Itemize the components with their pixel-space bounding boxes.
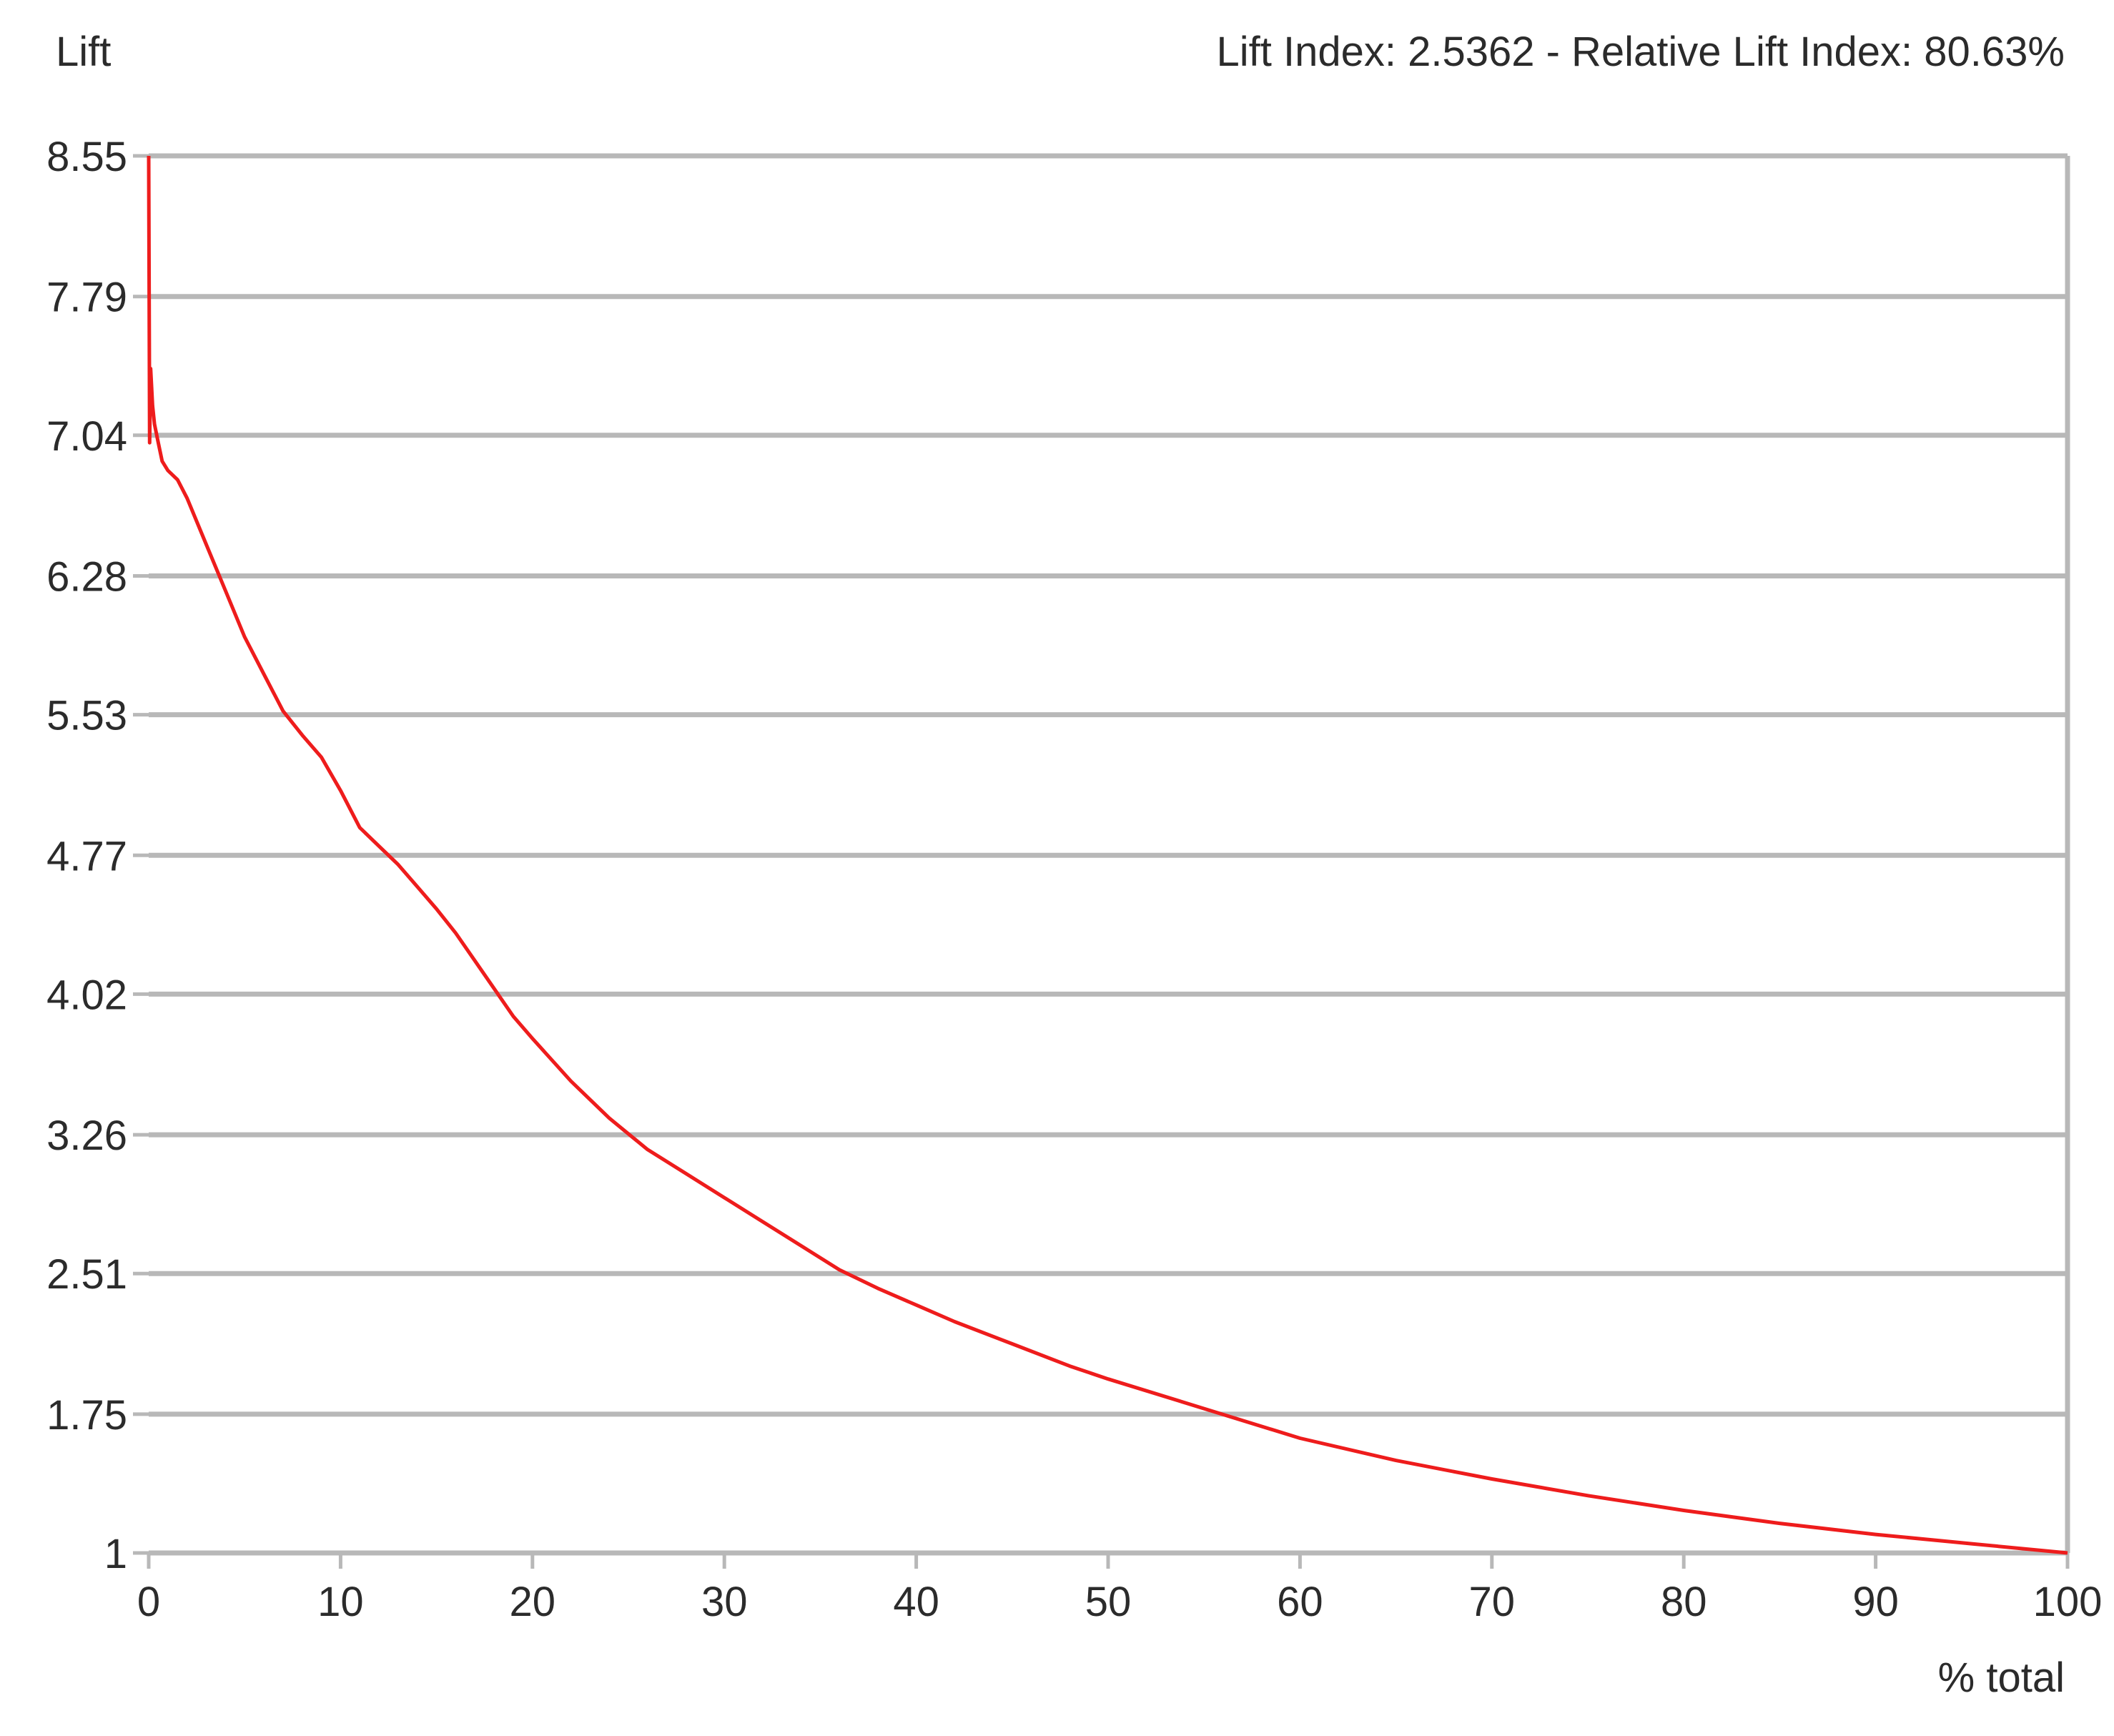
y-tick-label: 3.26 <box>46 1113 127 1159</box>
x-tick-label: 20 <box>510 1579 556 1625</box>
x-tick-label: 80 <box>1661 1579 1707 1625</box>
x-axis-label: % total <box>1938 1654 2065 1701</box>
y-tick-label: 8.55 <box>46 134 127 180</box>
y-tick-label: 7.79 <box>46 275 127 321</box>
x-tick-label: 10 <box>317 1579 364 1625</box>
axis-ticks: 8.55 7.79 7.04 6.28 5.53 4.77 4.02 3.26 2.51 1.75… <box>46 134 2102 1625</box>
y-tick-label: 2.51 <box>46 1251 127 1298</box>
series-layer <box>147 155 2068 1555</box>
lift-curve <box>147 155 2068 1555</box>
gridlines <box>149 153 2070 1556</box>
x-tick-label: 60 <box>1277 1579 1323 1625</box>
y-tick-label: 4.02 <box>46 972 127 1018</box>
lift-index-summary: Lift Index: 2.5362 - Relative Lift Index… <box>1216 29 2065 75</box>
x-tick-label: 0 <box>137 1579 160 1625</box>
x-tick-label: 100 <box>2033 1579 2103 1625</box>
x-tick-label: 90 <box>1852 1579 1899 1625</box>
y-axis-label: Lift <box>56 29 111 75</box>
y-tick-label: 7.04 <box>46 413 127 460</box>
y-tick-label: 5.53 <box>46 693 127 739</box>
y-tick-label: 1.75 <box>46 1392 127 1439</box>
y-tick-label: 4.77 <box>46 833 127 879</box>
y-tick-label: 6.28 <box>46 553 127 600</box>
x-tick-label: 40 <box>893 1579 939 1625</box>
y-tick-label: 1 <box>104 1531 127 1577</box>
x-tick-label: 30 <box>701 1579 748 1625</box>
x-tick-label: 50 <box>1085 1579 1132 1625</box>
x-tick-label: 70 <box>1469 1579 1516 1625</box>
